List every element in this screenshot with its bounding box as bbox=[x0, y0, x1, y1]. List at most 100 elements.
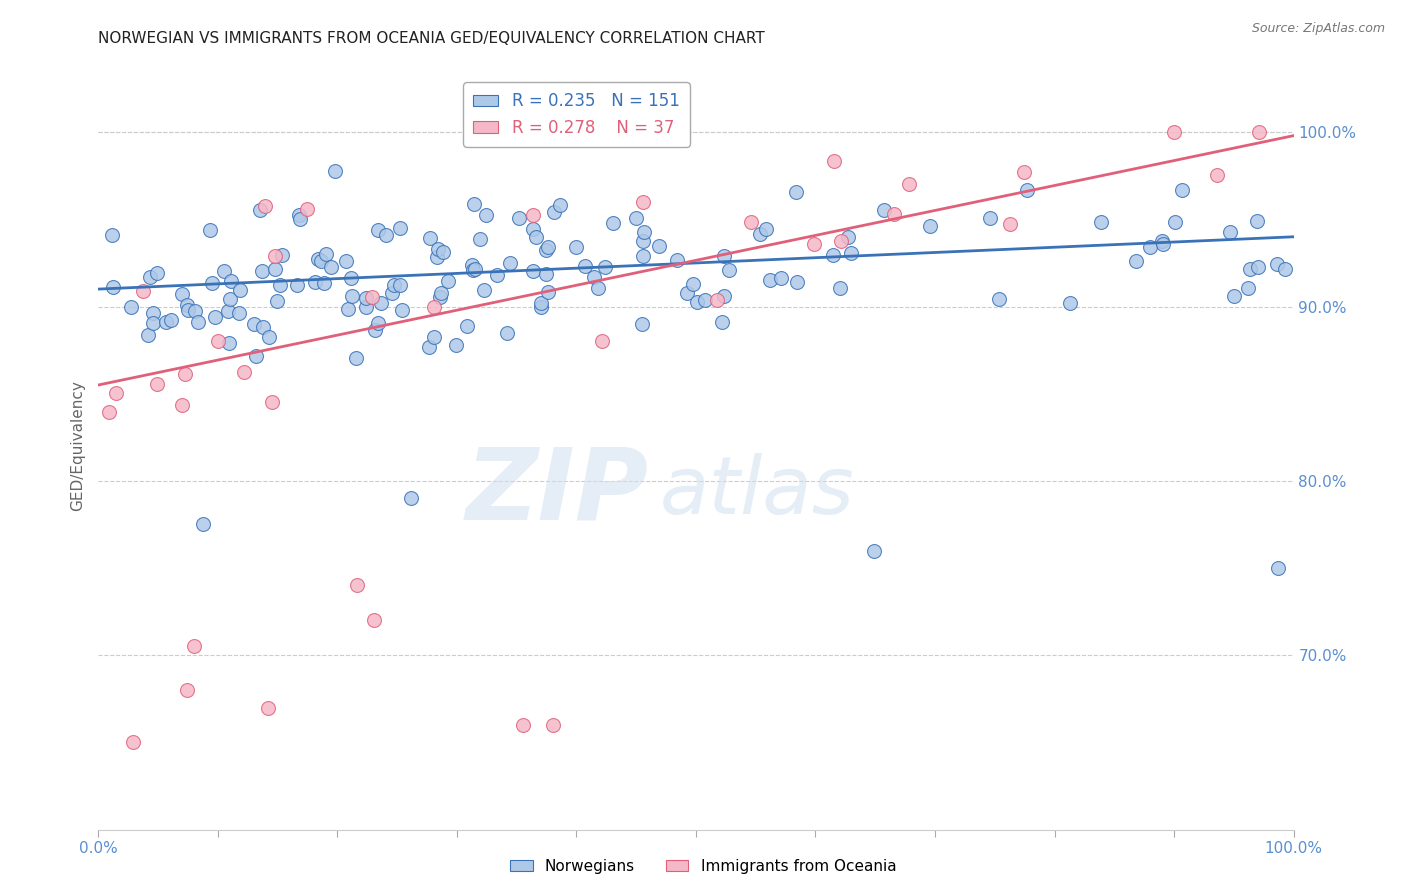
Point bbox=[262, 394, 284, 409]
Point bbox=[508, 211, 530, 226]
Point bbox=[543, 204, 565, 219]
Point bbox=[1017, 183, 1039, 197]
Point bbox=[718, 262, 741, 277]
Point bbox=[633, 225, 655, 239]
Point bbox=[496, 326, 519, 340]
Point bbox=[548, 198, 571, 212]
Point bbox=[534, 267, 557, 281]
Point bbox=[665, 252, 688, 267]
Point bbox=[388, 278, 411, 293]
Point bbox=[1237, 280, 1260, 294]
Point bbox=[391, 303, 413, 318]
Y-axis label: GED/Equivalency: GED/Equivalency bbox=[70, 381, 86, 511]
Point bbox=[253, 199, 276, 213]
Point bbox=[676, 286, 699, 301]
Point bbox=[786, 275, 808, 289]
Point bbox=[1152, 237, 1174, 252]
Point bbox=[364, 323, 387, 337]
Point bbox=[759, 273, 782, 287]
Point bbox=[1239, 261, 1261, 276]
Point bbox=[218, 292, 240, 306]
Point bbox=[1246, 260, 1268, 275]
Point bbox=[706, 293, 728, 307]
Point bbox=[883, 206, 905, 220]
Point bbox=[574, 259, 596, 273]
Point bbox=[456, 318, 478, 333]
Point bbox=[367, 316, 389, 330]
Point bbox=[740, 215, 762, 229]
Point bbox=[898, 178, 921, 192]
Point bbox=[591, 334, 613, 349]
Point bbox=[631, 249, 654, 263]
Point bbox=[207, 334, 229, 349]
Point bbox=[101, 279, 124, 293]
Point bbox=[565, 240, 588, 254]
Point bbox=[530, 300, 553, 314]
Point bbox=[184, 304, 207, 318]
Point bbox=[1223, 289, 1246, 303]
Point bbox=[176, 683, 198, 698]
Point bbox=[686, 295, 709, 310]
Point bbox=[339, 271, 361, 285]
Point bbox=[631, 235, 654, 249]
Point bbox=[105, 385, 128, 400]
Point bbox=[250, 264, 273, 278]
Point bbox=[337, 302, 360, 317]
Point bbox=[287, 208, 309, 222]
Point bbox=[136, 328, 159, 343]
Point bbox=[1152, 234, 1174, 248]
Point bbox=[541, 718, 564, 732]
Point bbox=[526, 229, 548, 244]
Text: ZIP: ZIP bbox=[465, 443, 648, 541]
Point bbox=[419, 230, 441, 244]
Point bbox=[432, 245, 454, 260]
Point bbox=[388, 221, 411, 235]
Point bbox=[536, 243, 558, 257]
Point bbox=[1170, 183, 1192, 197]
Point bbox=[863, 543, 886, 558]
Point bbox=[426, 243, 449, 257]
Point bbox=[232, 365, 254, 379]
Text: Source: ZipAtlas.com: Source: ZipAtlas.com bbox=[1251, 22, 1385, 36]
Point bbox=[423, 300, 446, 314]
Point bbox=[499, 256, 522, 270]
Point bbox=[998, 217, 1021, 231]
Point bbox=[354, 291, 377, 305]
Point bbox=[602, 216, 624, 230]
Point bbox=[512, 718, 534, 732]
Point bbox=[142, 306, 165, 320]
Point bbox=[710, 314, 733, 328]
Point bbox=[979, 211, 1001, 225]
Point bbox=[918, 219, 941, 234]
Point bbox=[217, 304, 239, 318]
Point bbox=[461, 258, 484, 272]
Point bbox=[464, 261, 486, 276]
Legend: R = 0.235   N = 151, R = 0.278    N = 37: R = 0.235 N = 151, R = 0.278 N = 37 bbox=[464, 82, 689, 146]
Point bbox=[475, 208, 498, 222]
Point bbox=[295, 202, 318, 216]
Point bbox=[401, 491, 423, 506]
Point bbox=[146, 266, 169, 280]
Point bbox=[245, 349, 267, 363]
Point bbox=[315, 247, 337, 261]
Point bbox=[522, 208, 544, 222]
Point bbox=[214, 264, 236, 278]
Point bbox=[183, 640, 205, 654]
Point bbox=[304, 275, 326, 289]
Point bbox=[198, 223, 221, 237]
Point bbox=[263, 262, 285, 277]
Point bbox=[755, 222, 778, 236]
Point bbox=[426, 250, 449, 264]
Point bbox=[170, 287, 193, 301]
Point bbox=[160, 312, 183, 326]
Point bbox=[193, 517, 215, 532]
Point bbox=[142, 316, 165, 330]
Point bbox=[468, 231, 491, 245]
Point bbox=[583, 269, 606, 284]
Point bbox=[256, 700, 278, 714]
Point bbox=[693, 293, 716, 307]
Point bbox=[1246, 214, 1268, 228]
Point bbox=[682, 277, 704, 291]
Point bbox=[828, 281, 851, 295]
Point bbox=[839, 245, 862, 260]
